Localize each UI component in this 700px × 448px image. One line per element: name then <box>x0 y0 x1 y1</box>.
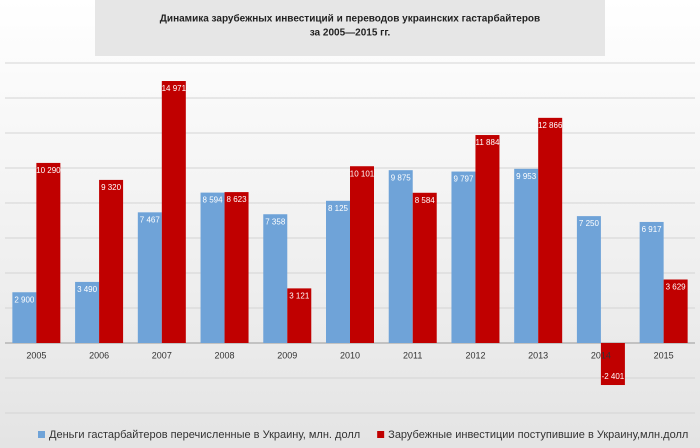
value-label: 8 125 <box>328 204 349 213</box>
bar <box>350 166 374 343</box>
chart-title: Динамика зарубежных инвестиций и перевод… <box>160 13 540 25</box>
value-label: 12 866 <box>538 121 563 130</box>
legend-swatch <box>377 431 385 438</box>
bar <box>75 281 100 343</box>
legend-label: Деньги гастарбайтеров перечисленные в Ук… <box>49 429 360 441</box>
bar <box>99 179 124 343</box>
x-tick-label: 2009 <box>277 350 297 360</box>
value-label: 9 320 <box>101 183 122 192</box>
value-label: 6 917 <box>642 225 663 234</box>
chart-title: за 2005—2015 гг. <box>310 28 391 39</box>
bar <box>538 117 563 343</box>
bar <box>287 288 312 343</box>
bar <box>639 221 664 343</box>
bar <box>200 192 225 343</box>
value-label: 11 884 <box>476 138 500 147</box>
bar <box>475 135 500 343</box>
x-tick-label: 2011 <box>403 350 422 360</box>
value-label: 7 358 <box>265 217 286 226</box>
value-label: 7 250 <box>579 219 600 228</box>
value-label: 9 875 <box>391 173 412 182</box>
bar <box>663 279 688 343</box>
x-tick-label: 2006 <box>89 350 109 360</box>
value-label: 8 623 <box>227 195 248 204</box>
title-box <box>95 0 605 56</box>
x-tick-label: 2010 <box>340 350 360 360</box>
bar <box>388 170 413 343</box>
value-label: 2 900 <box>14 295 35 304</box>
bar <box>576 216 601 343</box>
x-tick-label: 2012 <box>465 350 485 360</box>
bar <box>161 81 186 343</box>
bar <box>412 192 437 343</box>
bar <box>137 212 162 343</box>
value-label: 3 629 <box>666 283 687 292</box>
bar <box>326 200 350 343</box>
value-label: 3 121 <box>289 291 310 300</box>
legend-swatch <box>38 431 45 438</box>
value-label: 8 594 <box>203 196 224 205</box>
value-label: 9 953 <box>516 172 537 181</box>
x-tick-label: 2008 <box>215 350 235 360</box>
bar <box>36 162 61 343</box>
x-tick-label: 2005 <box>26 350 46 360</box>
bar <box>600 343 625 386</box>
value-label: 7 467 <box>140 215 161 224</box>
x-tick-label: 2013 <box>528 350 548 360</box>
bar <box>12 292 37 343</box>
bar <box>514 168 539 343</box>
value-label: 9 797 <box>453 175 474 184</box>
x-tick-label: 2015 <box>654 350 674 360</box>
value-label: 3 490 <box>77 285 98 294</box>
x-tick-label: 2014 <box>591 350 611 360</box>
value-label: 10 290 <box>36 166 61 175</box>
value-label: -2 401 <box>602 372 625 381</box>
value-label: 8 584 <box>415 196 436 205</box>
legend-label: Зарубежные инвестиции поступившие в Укра… <box>388 429 688 441</box>
value-label: 14 971 <box>162 84 187 93</box>
x-tick-label: 2007 <box>152 350 172 360</box>
value-label: 10 101 <box>350 169 375 178</box>
bar <box>263 214 288 343</box>
bar <box>451 171 476 343</box>
bar <box>224 192 249 343</box>
